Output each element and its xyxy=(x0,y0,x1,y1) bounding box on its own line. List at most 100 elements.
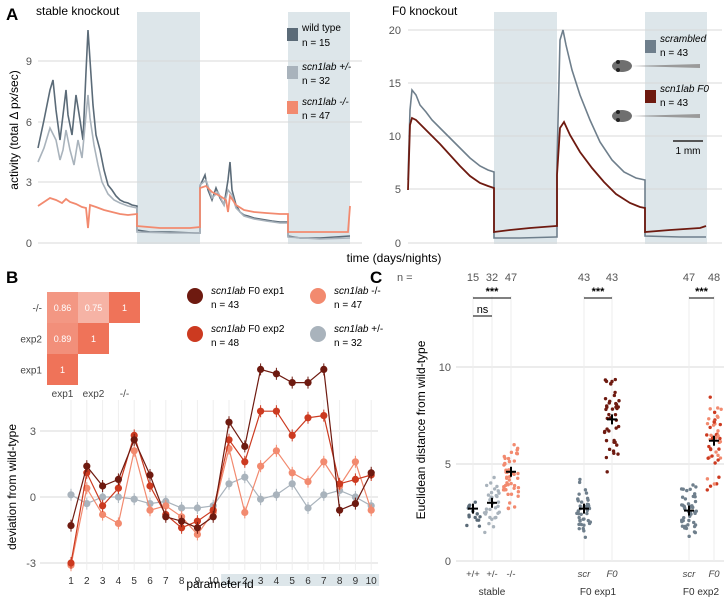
data-point xyxy=(83,500,91,508)
matrix-cell xyxy=(47,354,78,385)
data-point xyxy=(492,487,497,491)
data-point xyxy=(616,424,621,429)
data-point xyxy=(257,365,265,373)
y-tick-label: 3 xyxy=(26,177,32,189)
data-point xyxy=(716,458,720,462)
legend-n: n = 43 xyxy=(211,300,240,311)
data-point xyxy=(506,456,511,461)
data-point xyxy=(507,501,512,505)
x-tick-label: 2 xyxy=(242,576,248,587)
y-tick-label: 0 xyxy=(30,492,36,504)
series-line-scrambled xyxy=(407,29,706,239)
data-point xyxy=(304,504,312,512)
data-point xyxy=(512,459,517,463)
data-point xyxy=(130,495,138,503)
data-point xyxy=(576,499,580,503)
data-point xyxy=(615,406,619,411)
data-point xyxy=(178,517,186,525)
n-value: 32 xyxy=(486,272,498,284)
data-point xyxy=(713,461,717,465)
data-point xyxy=(577,526,581,531)
legend-n: n = 15 xyxy=(302,38,331,49)
x-tick-label: 3 xyxy=(100,576,106,587)
group-label: F0 exp1 xyxy=(580,587,617,598)
data-point xyxy=(681,503,685,507)
legend-n: n = 48 xyxy=(211,338,240,349)
data-point xyxy=(193,530,201,539)
data-point xyxy=(515,448,519,452)
x-tick-label: 8 xyxy=(179,576,185,587)
significance-label: *** xyxy=(486,286,500,298)
data-point xyxy=(614,426,618,430)
legend-label: scn1lab F0 exp2 xyxy=(211,324,285,335)
x-tick-label: 5 xyxy=(289,576,295,587)
data-point xyxy=(577,512,581,516)
n-value: 15 xyxy=(467,272,479,284)
x-tick-label: F0 xyxy=(606,569,618,580)
data-point xyxy=(320,365,328,373)
legend-marker xyxy=(187,288,203,304)
data-point xyxy=(507,478,512,482)
series-line xyxy=(70,368,372,529)
y-tick-label: 20 xyxy=(389,25,401,37)
data-point xyxy=(586,498,590,502)
data-point xyxy=(516,494,520,498)
data-point xyxy=(272,370,280,378)
data-point xyxy=(680,495,685,499)
data-point xyxy=(708,484,713,488)
data-point xyxy=(496,504,500,509)
panel-a-right-plot: 20 15 10 5 0 scrambled n = 43 scn1lab F0… xyxy=(389,12,722,250)
x-tick-label: F0 xyxy=(708,569,720,580)
legend-label: scn1lab +/- xyxy=(334,324,383,335)
data-point xyxy=(512,472,516,477)
data-point xyxy=(506,492,510,497)
data-point xyxy=(288,480,296,488)
data-point xyxy=(712,420,716,424)
y-tick-label: 6 xyxy=(26,117,32,129)
data-point xyxy=(715,414,719,418)
data-point xyxy=(577,522,581,527)
data-point xyxy=(686,502,691,506)
data-point xyxy=(492,475,496,480)
data-point xyxy=(491,525,496,529)
x-tick-label: scr xyxy=(578,569,592,580)
y-tick-label: 5 xyxy=(445,459,451,471)
data-point xyxy=(613,390,617,395)
data-point xyxy=(467,513,471,517)
data-point xyxy=(257,462,265,470)
data-point xyxy=(67,559,75,567)
matrix-row-label: exp2 xyxy=(20,335,42,346)
data-point xyxy=(579,522,584,527)
legend-swatch-scn1lab-het xyxy=(287,66,298,79)
data-point xyxy=(607,412,611,417)
data-point xyxy=(512,443,516,447)
legend-label: scn1lab +/- xyxy=(302,62,352,73)
data-point xyxy=(193,504,201,512)
series-line-scn1lab-f0 xyxy=(407,116,707,234)
data-point xyxy=(692,520,696,525)
legend-marker xyxy=(187,326,203,342)
data-point xyxy=(708,447,713,452)
panel-letter-a: A xyxy=(6,5,18,24)
data-point xyxy=(617,399,621,403)
data-point xyxy=(146,482,154,490)
data-point xyxy=(241,508,249,516)
legend-label: wild type xyxy=(301,23,341,34)
data-point xyxy=(610,407,615,411)
data-point xyxy=(193,517,201,525)
data-point xyxy=(516,476,520,480)
data-point xyxy=(682,515,686,520)
larva-scrambled-image xyxy=(612,60,700,72)
data-point xyxy=(193,524,201,532)
matrix-col-label: exp2 xyxy=(83,389,105,400)
data-point xyxy=(473,500,477,504)
panel-b-legend: scn1lab F0 exp1 n = 43 scn1lab F0 exp2 n = … xyxy=(187,286,383,349)
data-point xyxy=(717,475,721,479)
legend-n: n = 47 xyxy=(302,111,331,122)
data-point xyxy=(705,488,709,492)
matrix-cell xyxy=(47,292,78,323)
data-point xyxy=(505,475,509,479)
data-point xyxy=(509,481,513,486)
data-point xyxy=(506,483,510,487)
data-point xyxy=(241,473,249,481)
